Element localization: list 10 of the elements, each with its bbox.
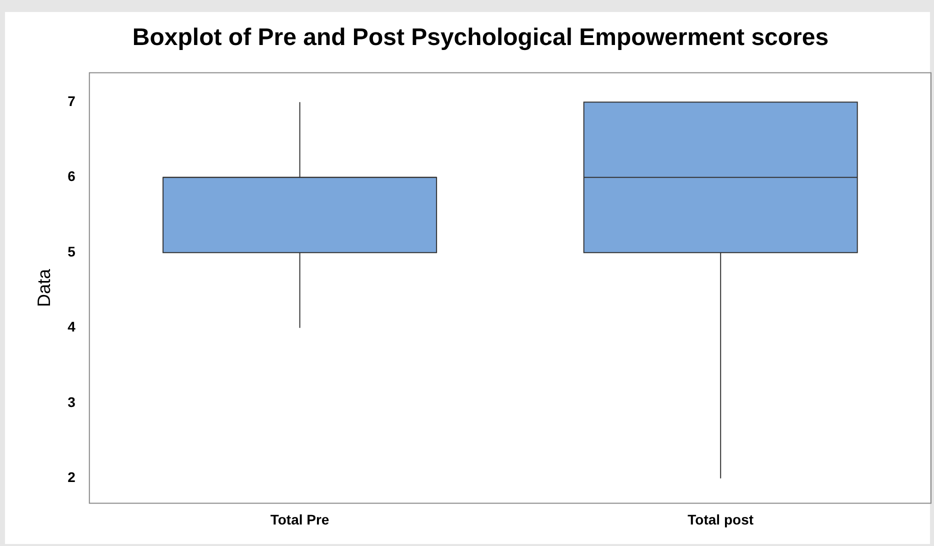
y-tick-label: 6: [68, 168, 76, 184]
chart-title: Boxplot of Pre and Post Psychological Empowerment scores: [132, 24, 829, 52]
y-tick-label: 7: [68, 93, 76, 110]
y-tick-label: 2: [68, 469, 76, 486]
y-axis-title: Data: [34, 268, 54, 308]
y-tick-label: 4: [68, 318, 76, 335]
y-tick-label: 5: [68, 243, 76, 260]
y-tick-label: 3: [68, 394, 76, 410]
x-tick-label: Total post: [688, 511, 754, 528]
x-tick-label: Total Pre: [270, 511, 330, 528]
